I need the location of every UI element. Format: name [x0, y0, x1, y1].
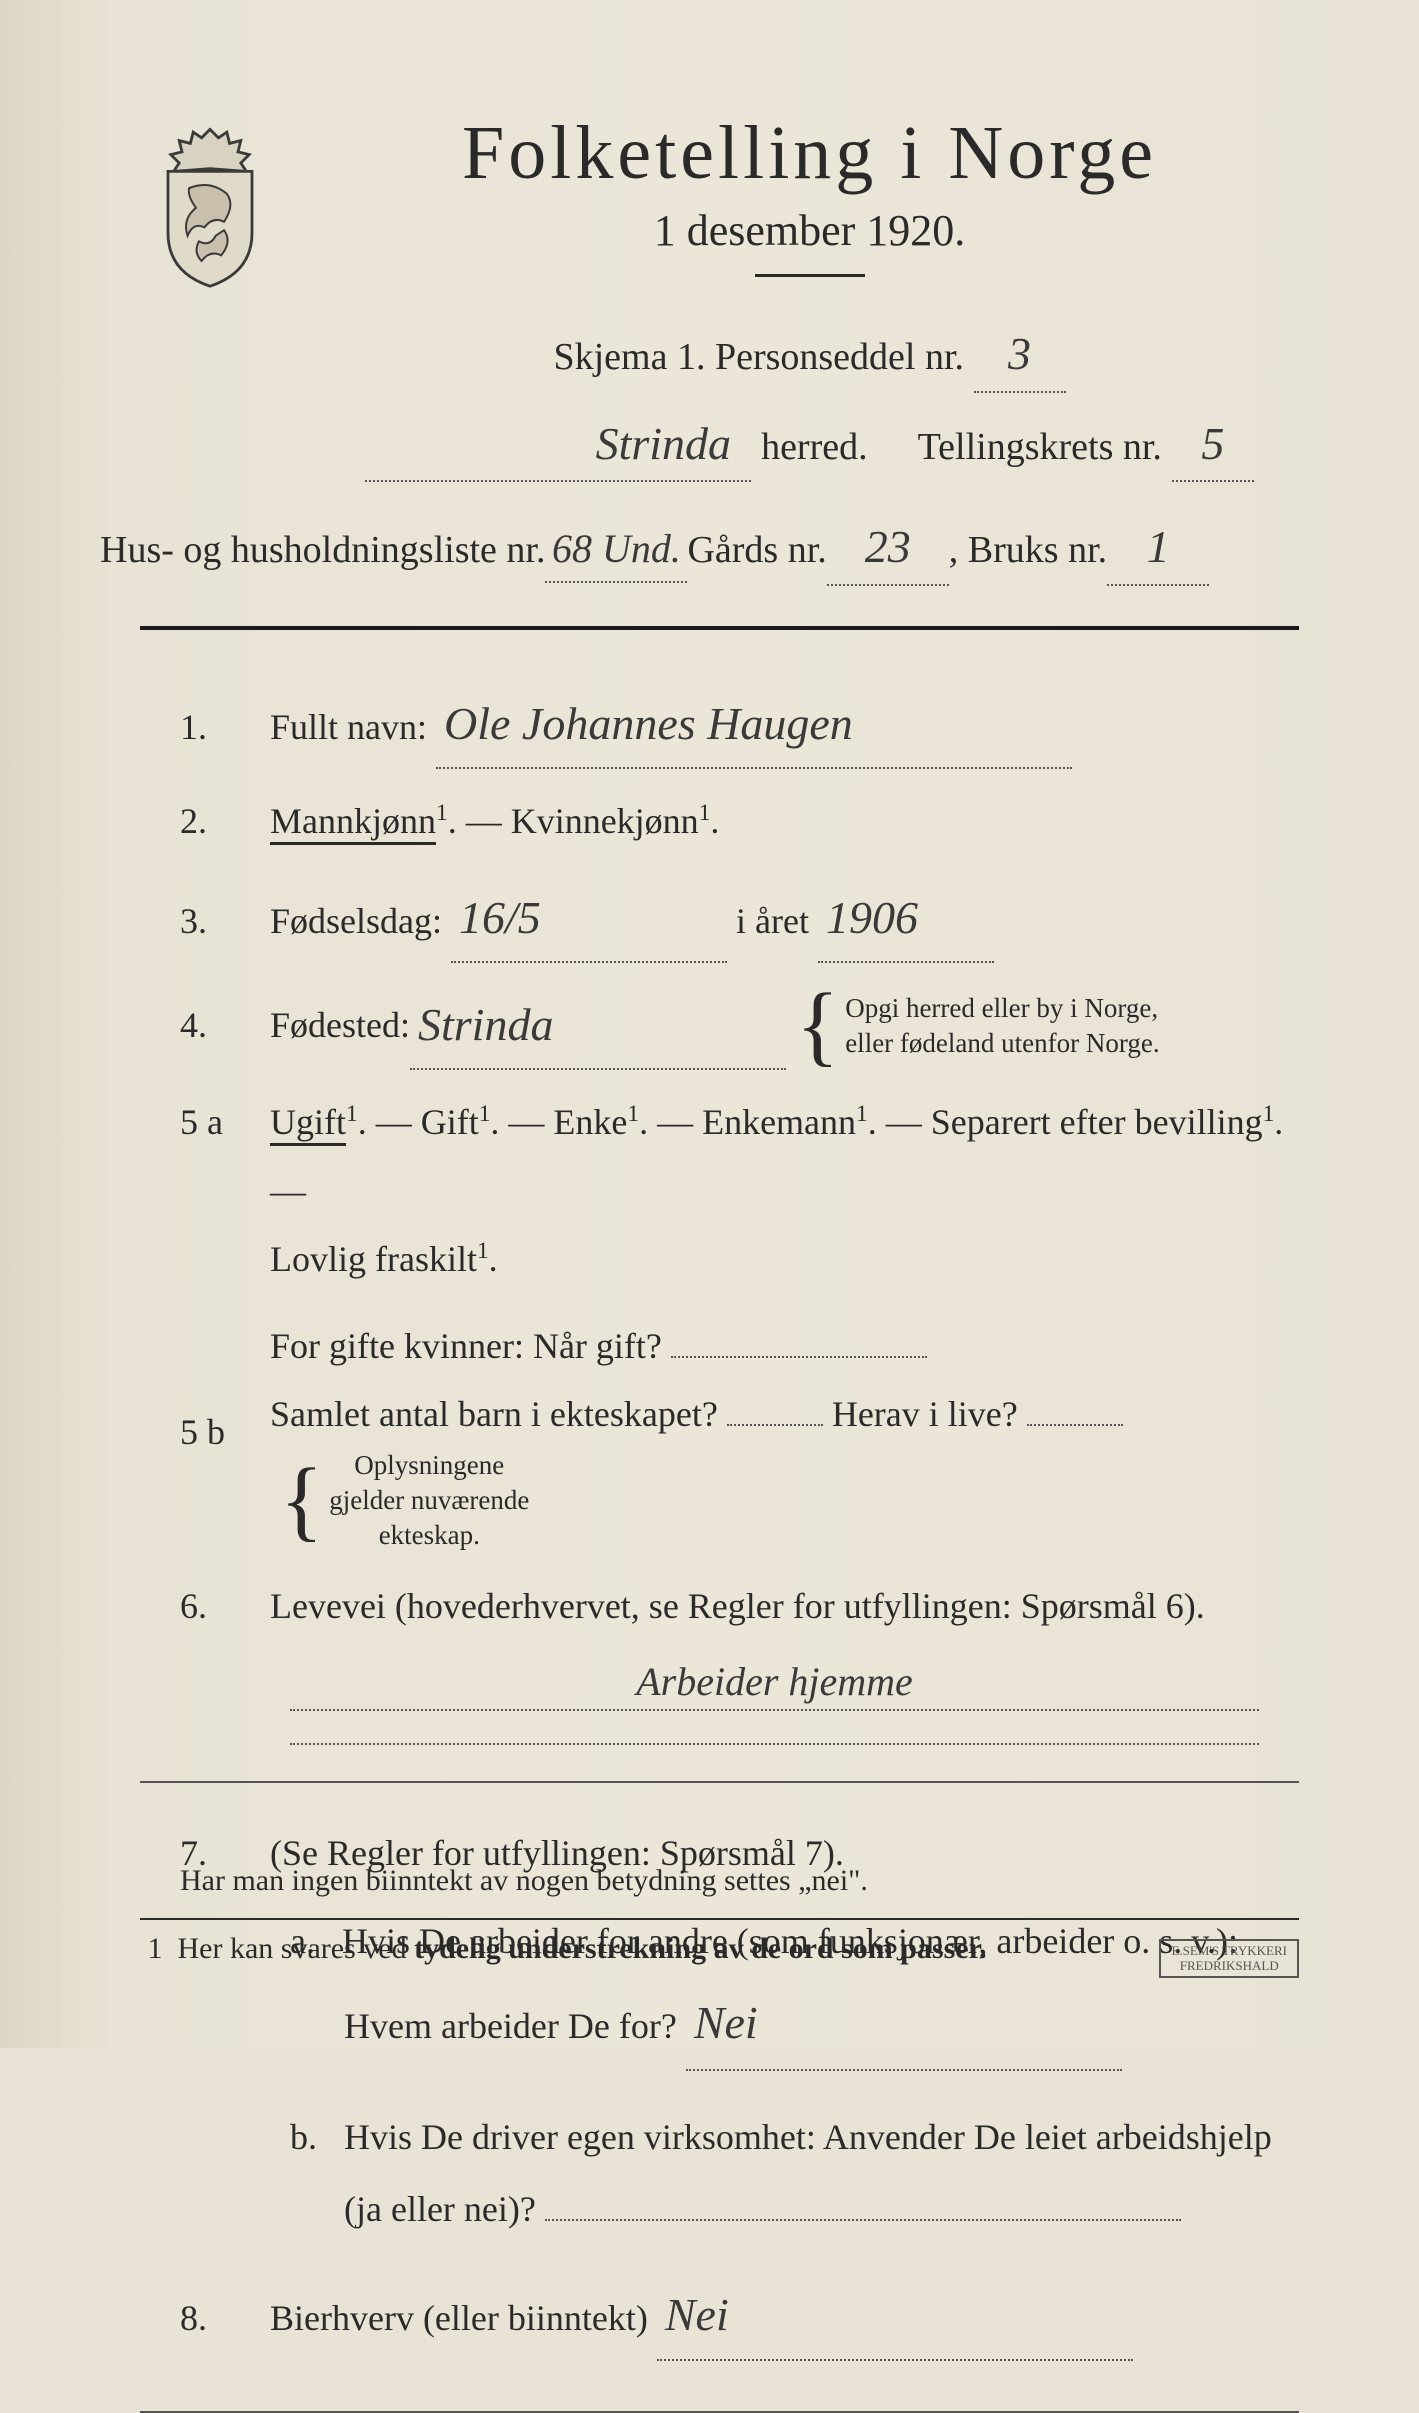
q5a-num: 5 a [180, 1088, 250, 1156]
bottom-rule [140, 2411, 1299, 2413]
q2-num: 2. [180, 787, 250, 855]
tellingskrets-nr: 5 [1172, 407, 1254, 483]
q8: 8. Bierhverv (eller biinntekt) Nei [180, 2271, 1299, 2360]
bruks-nr: 1 [1107, 510, 1209, 586]
title-block: Folketelling i Norge 1 desember 1920. Sk… [320, 110, 1299, 496]
herred-name: Strinda [365, 407, 751, 483]
q7b: b. Hvis De driver egen virksomhet: Anven… [290, 2101, 1299, 2245]
q5b-note-l2: gjelder nuværende [329, 1485, 529, 1515]
q5b-note: { Oplysningene gjelder nuværende ekteska… [280, 1448, 529, 1553]
q5b-l1: For gifte kvinner: Når gift? [270, 1326, 662, 1366]
q7b-l2: (ja eller nei)? [344, 2189, 536, 2229]
footer: Har man ingen biinntekt av nogen betydni… [140, 1852, 1299, 1978]
q6-value: Arbeider hjemme [636, 1659, 913, 1704]
q5a-o3: Enke [553, 1102, 627, 1142]
personseddel-nr: 3 [974, 317, 1066, 393]
q6-num: 6. [180, 1572, 250, 1640]
personseddel-line: Skjema 1. Personseddel nr. 3 [320, 317, 1299, 393]
q2: 2. Mannkjønn1. — Kvinnekjønn1. [180, 787, 1299, 855]
gards-nr: 23 [827, 510, 949, 586]
herred-label: herred. [761, 417, 868, 478]
q3: 3. Fødselsdag: 16/5 i året 1906 [180, 874, 1299, 963]
q4-num: 4. [180, 991, 250, 1059]
q2-opt2: Kvinnekjønn [511, 801, 699, 841]
q4-note: { Opgi herred eller by i Norge, eller fø… [796, 991, 1160, 1061]
q3-day: 16/5 [451, 874, 727, 963]
bruks-label: , Bruks nr. [949, 520, 1107, 581]
q7a-l2: Hvem arbeider De for? [344, 2006, 677, 2046]
q5a-o1: Ugift [270, 1102, 346, 1146]
coat-of-arms-icon [140, 120, 280, 290]
q5a-o2: Gift [421, 1102, 479, 1142]
q2-sep: — [466, 801, 511, 841]
footnote-rule [140, 1918, 1299, 1920]
q8-value: Nei [657, 2271, 1133, 2360]
fn-num: 1 [140, 1932, 170, 1966]
q3-year: 1906 [818, 874, 994, 963]
printer-mark: E.SEM'S TRYKKERI FREDRIKSHALD [1159, 1939, 1299, 1978]
q4-note-l1: Opgi herred eller by i Norge, [845, 993, 1158, 1023]
q4: 4. Fødested: Strinda { Opgi herred eller… [180, 981, 1299, 1070]
q5a: 5 a Ugift1. — Gift1. — Enke1. — Enkemann… [180, 1088, 1299, 1293]
hus-label: Hus- og husholdningsliste nr. [100, 520, 545, 581]
footer-note1: Har man ingen biinntekt av nogen betydni… [180, 1864, 1299, 1898]
q6-value-line: Arbeider hjemme [290, 1658, 1259, 1711]
q5a-o6: Lovlig fraskilt [270, 1239, 477, 1279]
q5b: 5 b For gifte kvinner: Når gift? Samlet … [180, 1312, 1299, 1554]
q1-label: Fullt navn: [270, 707, 427, 747]
census-form-page: Folketelling i Norge 1 desember 1920. Sk… [0, 0, 1419, 2048]
tellingskrets-label: Tellingskrets nr. [918, 417, 1162, 478]
q5b-l2b: Herav i live? [832, 1394, 1018, 1434]
gards-label: Gårds nr. [687, 520, 826, 581]
title-divider [755, 274, 865, 277]
q5a-o4: Enkemann [702, 1102, 856, 1142]
hus-line: Hus- og husholdningsliste nr. 68 Und. Gå… [100, 510, 1299, 586]
q5b-l2: Samlet antal barn i ekteskapet? [270, 1394, 718, 1434]
q7b-num: b. [290, 2117, 317, 2157]
brace-icon: { [796, 994, 839, 1057]
q1-value: Ole Johannes Haugen [436, 680, 1072, 769]
q6: 6. Levevei (hovederhvervet, se Regler fo… [180, 1572, 1299, 1640]
q8-num: 8. [180, 2284, 250, 2352]
fn-text: Her kan svares ved tydelig understreknin… [178, 1932, 987, 1965]
printer-l1: E.SEM'S TRYKKERI [1171, 1943, 1287, 1958]
q8-label: Bierhverv (eller biinntekt) [270, 2298, 648, 2338]
brace-icon-2: { [280, 1469, 323, 1532]
q1-num: 1. [180, 693, 250, 761]
q6-blank-line [290, 1721, 1259, 1745]
q1: 1. Fullt navn: Ole Johannes Haugen [180, 680, 1299, 769]
printer-l2: FREDRIKSHALD [1180, 1958, 1279, 1973]
q5b-num: 5 b [180, 1398, 250, 1466]
q2-sup1: 1 [436, 800, 448, 826]
q3-label: Fødselsdag: [270, 901, 442, 941]
q3-num: 3. [180, 887, 250, 955]
footnote-1: 1 Her kan svares ved tydelig understrekn… [140, 1932, 1299, 1966]
q5b-gift-fill [671, 1356, 927, 1358]
q7b-fill [545, 2219, 1181, 2221]
q5b-barn-fill [727, 1424, 823, 1426]
q5b-note-l3: ekteskap. [379, 1520, 480, 1550]
skjema-label: Skjema 1. Personseddel nr. [553, 336, 964, 378]
q4-value: Strinda [410, 981, 786, 1070]
header: Folketelling i Norge 1 desember 1920. Sk… [140, 110, 1299, 496]
q3-mid: i året [736, 901, 809, 941]
main-title: Folketelling i Norge [320, 110, 1299, 197]
header-rule [140, 626, 1299, 630]
q5b-live-fill [1027, 1424, 1123, 1426]
q6-label: Levevei (hovederhvervet, se Regler for u… [270, 1572, 1299, 1640]
q4-note-l2: eller fødeland utenfor Norge. [845, 1028, 1159, 1058]
q4-label: Fødested: [270, 991, 410, 1059]
q2-opt1: Mannkjønn [270, 801, 436, 845]
q5b-note-l1: Oplysningene [354, 1450, 504, 1480]
mid-rule [140, 1781, 1299, 1783]
q7a-value: Nei [686, 1977, 1122, 2071]
q7b-l1: Hvis De driver egen virksomhet: Anvender… [344, 2117, 1272, 2157]
q5a-o5: Separert efter bevilling [931, 1102, 1263, 1142]
hus-nr: 68 Und. [545, 517, 687, 583]
subtitle: 1 desember 1920. [320, 205, 1299, 256]
herred-line: Strinda herred. Tellingskrets nr. 5 [320, 407, 1299, 483]
q2-sup2: 1 [699, 800, 711, 826]
